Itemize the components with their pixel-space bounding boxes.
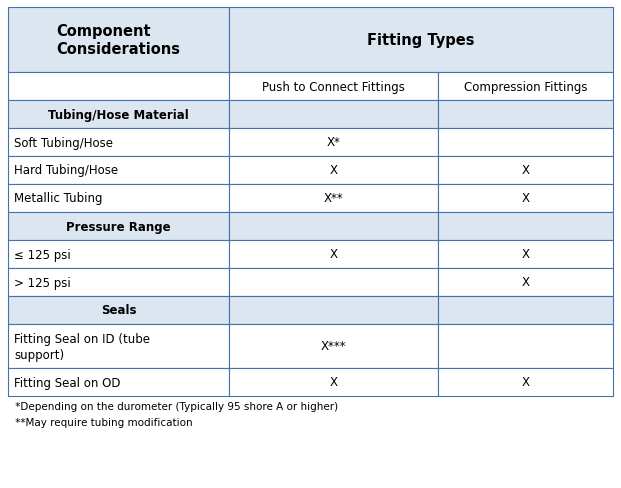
Bar [229,241,438,268]
Text: ≤ 125 psi: ≤ 125 psi [14,248,71,261]
Text: X: X [329,248,337,261]
Bar [229,73,438,101]
Text: X**: X** [324,192,343,205]
Text: Fitting Seal on ID (tube
support): Fitting Seal on ID (tube support) [14,332,150,361]
Bar [8,73,229,101]
Bar [8,368,229,396]
Text: X: X [329,376,337,389]
Bar [229,368,438,396]
Bar [229,268,438,296]
Text: X: X [521,376,529,389]
Bar [8,184,229,213]
Bar [438,268,613,296]
Bar [8,101,229,129]
Bar [8,241,229,268]
Text: Metallic Tubing: Metallic Tubing [14,192,102,205]
Bar [229,157,438,184]
Text: Compression Fittings: Compression Fittings [463,81,587,93]
Text: X: X [329,164,337,177]
Text: X: X [521,276,529,289]
Bar [438,368,613,396]
Text: X***: X*** [320,340,346,353]
Text: Fitting Seal on OD: Fitting Seal on OD [14,376,120,389]
Text: > 125 psi: > 125 psi [14,276,71,289]
Bar [229,129,438,157]
Bar [438,296,613,325]
Text: X*: X* [326,136,340,149]
Bar [229,101,438,129]
Text: Tubing/Hose Material: Tubing/Hose Material [48,108,189,121]
Text: Component
Considerations: Component Considerations [57,23,181,57]
Bar [438,73,613,101]
Text: Hard Tubing/Hose: Hard Tubing/Hose [14,164,118,177]
Bar [438,129,613,157]
Text: Soft Tubing/Hose: Soft Tubing/Hose [14,136,113,149]
Bar [438,325,613,368]
Text: Pressure Range: Pressure Range [66,220,171,233]
Text: X: X [521,248,529,261]
Text: X: X [521,192,529,205]
Text: X: X [521,164,529,177]
Bar [438,184,613,213]
Bar [8,213,229,241]
Bar [8,296,229,325]
Bar [229,8,613,73]
Text: *Depending on the durometer (Typically 95 shore A or higher): *Depending on the durometer (Typically 9… [12,401,338,411]
Bar [229,184,438,213]
Text: Fitting Types: Fitting Types [367,33,474,48]
Bar [438,241,613,268]
Bar [8,129,229,157]
Bar [229,213,438,241]
Bar [229,325,438,368]
Text: Push to Connect Fittings: Push to Connect Fittings [261,81,405,93]
Bar [8,268,229,296]
Bar [438,213,613,241]
Bar [438,101,613,129]
Bar [438,157,613,184]
Bar [8,157,229,184]
Bar [229,296,438,325]
Text: Seals: Seals [101,304,136,317]
Bar [8,325,229,368]
Bar [8,8,229,73]
Text: **May require tubing modification: **May require tubing modification [12,417,193,427]
